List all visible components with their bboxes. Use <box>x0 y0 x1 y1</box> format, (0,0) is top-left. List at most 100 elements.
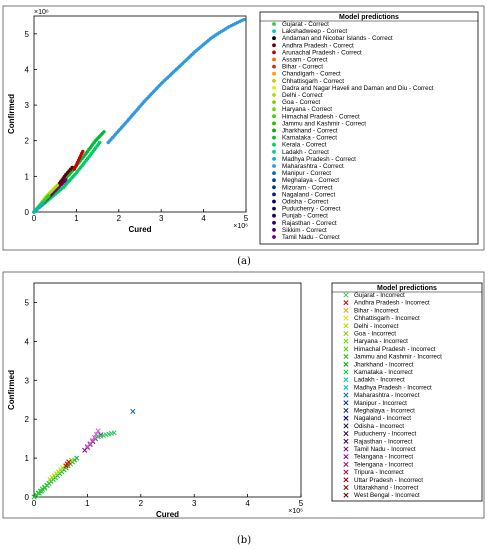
legend-entry: Tamil Nadu - Incorrect <box>354 446 416 453</box>
plot-b: 0 1 2 3 4 5 0 1 2 3 4 5 Cured Confirmed ×10⁶ Model pred… <box>7 282 483 519</box>
series-andhra-pradesh-correct <box>57 165 74 186</box>
legend-marker <box>272 29 276 33</box>
data-point <box>81 149 85 154</box>
legend-marker <box>272 185 276 190</box>
legend-marker <box>272 43 276 48</box>
x-tick-label: 2 <box>117 214 122 223</box>
data-point <box>47 194 51 198</box>
legend-marker <box>272 213 276 218</box>
legend-marker <box>343 346 349 352</box>
plot-area <box>33 282 302 498</box>
data-point <box>40 201 45 205</box>
legend-entry: Punjab - Correct <box>282 213 328 220</box>
y-axis-label: Confirmed <box>7 94 16 134</box>
legend-marker <box>343 384 349 390</box>
data-point <box>44 482 50 488</box>
legend-marker <box>272 142 276 147</box>
legend-entry: Andhra Pradesh - Incorrect <box>354 300 430 307</box>
legend-marker <box>272 57 276 62</box>
legend-entry: Uttarakhand - Incorrect <box>354 485 419 492</box>
legend-entry: Jammu and Kashmir - Incorrect <box>354 354 442 361</box>
legend-marker <box>272 64 276 69</box>
panel-a: 0 1 2 3 4 5 0 1 2 3 4 5 Cured Confirmed ×10⁶ ×10⁶ Model … <box>2 5 485 267</box>
legend-entry: Gujarat - Incorrect <box>354 292 405 299</box>
legend-entry: Ladakh - Correct <box>282 149 329 156</box>
y-tick-label: 3 <box>25 101 30 110</box>
legend-entry: Meghalaya - Incorrect <box>354 408 415 415</box>
legend-marker <box>343 300 349 306</box>
x-tick-label: 3 <box>159 214 164 223</box>
caption-a: (a) <box>237 256 251 267</box>
legend-entry: Puducherry - Correct <box>282 206 341 213</box>
legend-entry: Odisha - Incorrect <box>354 423 404 430</box>
y-tick-label: 0 <box>25 208 30 217</box>
legend-entry: Tamil Nadu - Correct <box>282 234 340 241</box>
y-tick-label: 4 <box>25 65 30 74</box>
legend-marker <box>272 50 276 55</box>
legend-marker <box>343 431 349 437</box>
legend-marker <box>343 307 349 313</box>
series-telangana-incorrect <box>84 428 101 449</box>
legend-marker <box>272 220 276 225</box>
legend-marker <box>272 149 276 154</box>
legend-entry: Delhi - Correct <box>282 92 323 99</box>
legend-entry: Ladakh - Incorrect <box>354 377 405 384</box>
legend-entry: Maharashtra - Incorrect <box>354 392 420 399</box>
legend-entry: Dadra and Nagar Haveli and Daman and Diu… <box>282 85 434 92</box>
data-point <box>64 178 68 182</box>
legend-entry: Bihar - Incorrect <box>354 307 399 314</box>
legend-entry: Nagaland - Correct <box>282 191 335 198</box>
legend-marker <box>343 477 349 483</box>
legend-marker <box>343 330 349 337</box>
data-point <box>130 408 136 414</box>
legend-marker <box>272 71 276 76</box>
caption-b: (b) <box>237 535 251 546</box>
x-multiplier: ×10⁶ <box>288 508 303 515</box>
legend-entry: Manipur - Incorrect <box>354 400 407 407</box>
legend-marker <box>272 114 276 119</box>
legend-marker <box>343 407 349 414</box>
legend-marker <box>343 400 349 406</box>
data-point <box>242 17 246 22</box>
legend-marker <box>272 206 276 211</box>
legend-entry: Telangana - Incorrect <box>354 454 413 461</box>
legend-entry: Andhra Pradesh - Correct <box>282 42 354 49</box>
data-point <box>93 431 99 437</box>
data-point <box>66 459 72 465</box>
legend-marker <box>272 135 276 140</box>
legend-marker <box>272 121 276 126</box>
legend-marker <box>343 484 349 491</box>
legend-title: Model predictions <box>339 14 399 21</box>
legend-marker <box>343 292 349 298</box>
series-maharashtra-correct <box>106 17 246 145</box>
legend-marker <box>272 178 276 183</box>
y-multiplier: ×10⁶ <box>34 9 49 16</box>
legend-marker <box>343 323 349 329</box>
x-axis-label: Cured <box>128 225 151 234</box>
legend-marker <box>343 377 349 383</box>
legend-entry: Assam - Correct <box>282 57 328 64</box>
y-tick-label: 2 <box>25 137 30 146</box>
legend-marker <box>343 438 349 444</box>
legend-entry: Uttar Pradesh - Incorrect <box>354 477 423 484</box>
legend-entry: Rajasthan - Incorrect <box>354 438 413 445</box>
legend-entry: Delhi - Incorrect <box>354 323 399 330</box>
legend-entry: Maharashtra - Correct <box>282 163 344 170</box>
x-tick-label: 4 <box>245 499 250 508</box>
legend-marker <box>272 171 276 176</box>
legend-entry: Karnataka - Incorrect <box>354 369 413 376</box>
legend-entry: Jammu and Kashmir - Correct <box>282 120 366 127</box>
legend-entry: Telengana - Incorrect <box>354 461 413 468</box>
legend-entry: Sikkim - Correct <box>282 227 327 234</box>
legend-marker <box>343 446 349 452</box>
legend-box <box>331 282 483 502</box>
legend-marker <box>272 86 276 90</box>
legend-marker <box>272 78 276 83</box>
legend-entry: Goa - Correct <box>282 99 320 106</box>
y-tick-label: 4 <box>25 337 30 346</box>
series-madhya-pradesh-correct <box>32 201 45 214</box>
legend-entry: Chhattisgarh - Incorrect <box>354 315 420 322</box>
legend-marker <box>343 469 349 475</box>
legend-entry: Rajasthan - Correct <box>282 220 337 227</box>
